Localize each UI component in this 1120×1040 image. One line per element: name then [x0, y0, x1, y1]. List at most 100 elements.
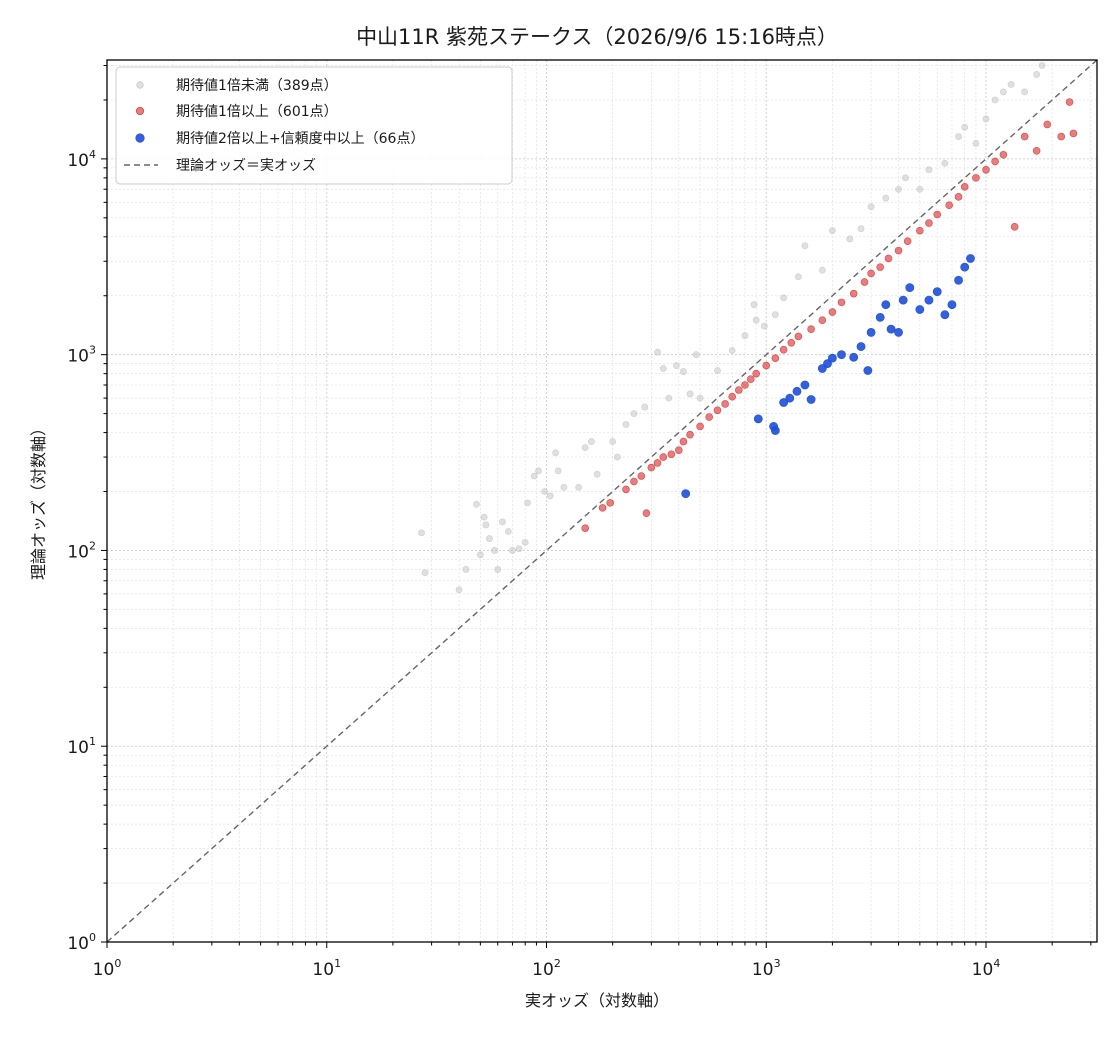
legend-label: 期待値2倍以上+信頼度中以上（66点） — [176, 131, 424, 147]
data-point — [905, 283, 915, 293]
data-point — [991, 157, 999, 166]
data-point — [560, 483, 568, 491]
data-point — [982, 115, 990, 123]
data-point — [575, 483, 583, 491]
chart-title: 中山11R 紫苑ステークス（2026/9/6 15:16時点） — [356, 25, 838, 49]
data-point — [753, 414, 763, 424]
data-point — [741, 381, 749, 389]
data-points — [418, 62, 1078, 594]
x-tick-label: 101 — [312, 957, 341, 980]
data-point — [630, 410, 638, 418]
data-point — [752, 316, 760, 324]
data-point — [762, 361, 771, 370]
data-point — [581, 444, 589, 452]
data-point — [622, 421, 630, 428]
data-point — [780, 294, 788, 302]
data-point — [794, 273, 802, 281]
plot-area — [106, 59, 1098, 943]
data-point — [807, 325, 815, 333]
data-point — [598, 504, 607, 512]
data-point — [672, 362, 680, 369]
data-point — [462, 566, 470, 573]
data-point — [999, 88, 1007, 96]
data-point — [806, 395, 816, 404]
data-point — [541, 488, 548, 495]
data-point — [521, 538, 529, 546]
data-point — [606, 499, 615, 507]
data-point — [741, 332, 749, 340]
data-point — [734, 386, 743, 394]
y-tick-label: 101 — [67, 735, 96, 758]
data-point — [884, 254, 893, 263]
data-point — [530, 472, 538, 480]
data-point — [779, 398, 789, 407]
data-point — [486, 535, 493, 542]
data-point — [961, 123, 969, 131]
data-point — [746, 375, 755, 383]
data-point — [999, 150, 1008, 159]
data-point — [1021, 88, 1029, 96]
data-point — [653, 459, 662, 467]
data-point — [686, 430, 694, 439]
data-point — [828, 308, 837, 316]
data-point — [867, 203, 875, 211]
data-point — [916, 185, 924, 193]
data-point — [895, 185, 902, 193]
data-point — [1010, 222, 1019, 231]
data-point — [622, 485, 630, 494]
x-tick-label: 102 — [532, 957, 561, 980]
data-point — [546, 492, 554, 500]
data-point — [714, 367, 721, 374]
data-point — [554, 467, 562, 475]
data-point — [696, 422, 704, 431]
data-point — [491, 547, 498, 554]
data-point — [941, 159, 949, 167]
y-tick-label: 103 — [67, 344, 96, 367]
data-point — [875, 313, 885, 322]
data-point — [587, 438, 595, 445]
data-point — [750, 301, 758, 309]
data-point — [654, 348, 661, 356]
data-point — [494, 566, 502, 573]
data-point — [581, 524, 589, 532]
data-point — [860, 278, 869, 286]
data-point — [932, 287, 942, 296]
data-point — [641, 403, 649, 411]
data-point — [886, 324, 896, 334]
data-point — [898, 295, 908, 305]
data-point — [940, 310, 950, 320]
data-point — [818, 266, 826, 274]
data-point — [713, 406, 722, 415]
data-point — [954, 193, 963, 201]
data-point — [947, 300, 957, 310]
data-point — [1007, 81, 1015, 88]
data-point — [696, 394, 704, 402]
data-point — [728, 392, 737, 401]
data-point — [473, 500, 480, 508]
data-point — [728, 347, 736, 354]
data-point — [1043, 120, 1052, 129]
data-point — [1020, 132, 1029, 141]
data-point — [924, 295, 934, 305]
data-point — [846, 235, 854, 243]
data-point — [792, 386, 802, 396]
data-point — [1033, 71, 1041, 78]
data-point — [515, 545, 523, 553]
data-point — [659, 365, 667, 372]
data-point — [960, 183, 969, 191]
data-point — [800, 380, 810, 390]
x-tick-label: 103 — [752, 957, 781, 980]
data-point — [552, 449, 559, 457]
data-point — [524, 499, 531, 507]
data-point — [881, 300, 891, 310]
data-point — [679, 437, 688, 446]
data-point — [647, 463, 656, 472]
data-point — [828, 227, 836, 235]
data-point — [476, 551, 484, 559]
data-point — [779, 345, 788, 354]
data-point — [1057, 132, 1066, 141]
data-point — [966, 254, 975, 263]
legend-label: 期待値1倍以上（601点） — [176, 104, 338, 120]
data-point — [509, 547, 516, 554]
